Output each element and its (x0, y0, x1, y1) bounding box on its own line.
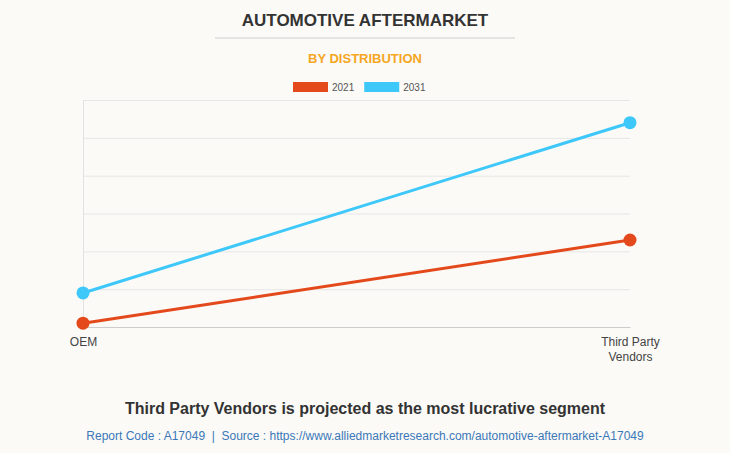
legend-item: 2031 (364, 82, 426, 93)
legend-label: 2021 (332, 82, 355, 93)
legend: 2021 2031 (293, 82, 426, 93)
x-tick-label-line: Third Party (601, 335, 660, 349)
title-rule (215, 38, 515, 39)
plot (77, 116, 637, 330)
x-tick: OEM (70, 327, 97, 349)
y-tick (83, 289, 630, 290)
caption: Third Party Vendors is projected as the … (125, 400, 606, 417)
series-line (83, 123, 630, 293)
legend-swatch (293, 82, 328, 92)
grid-line (83, 327, 630, 328)
subtitle: BY DISTRIBUTION (308, 51, 422, 66)
grid-line (83, 289, 630, 290)
series-marker (624, 116, 637, 129)
title: AUTOMOTIVE AFTERMARKET (242, 11, 489, 30)
series-marker (77, 317, 90, 330)
x-tick-label-line: OEM (70, 335, 97, 349)
y-tick (83, 138, 630, 139)
series-line (83, 240, 630, 323)
series-marker (624, 233, 637, 246)
background (0, 0, 730, 453)
grid-line (83, 138, 630, 139)
y-axis (83, 101, 630, 328)
x-tick: Third PartyVendors (601, 327, 660, 364)
grid-line (83, 214, 630, 215)
grid-line (83, 176, 630, 177)
x-tick-label: Third PartyVendors (601, 335, 660, 365)
legend-label: 2031 (403, 82, 426, 93)
series-marker (77, 286, 90, 299)
x-axis: OEM Third PartyVendors (70, 327, 660, 364)
y-tick (83, 214, 630, 215)
y-axis-line (84, 101, 631, 328)
grid-line (83, 100, 630, 101)
legend-swatch (364, 82, 399, 92)
y-tick (83, 176, 630, 177)
y-tick (83, 327, 630, 328)
x-tick-label-line: Vendors (608, 350, 652, 364)
x-tick-label: OEM (70, 335, 97, 349)
legend-item: 2021 (293, 82, 355, 93)
y-tick (83, 100, 630, 101)
x-axis-line (84, 327, 631, 328)
source: Report Code : A17049 | Source : https://… (86, 429, 644, 443)
